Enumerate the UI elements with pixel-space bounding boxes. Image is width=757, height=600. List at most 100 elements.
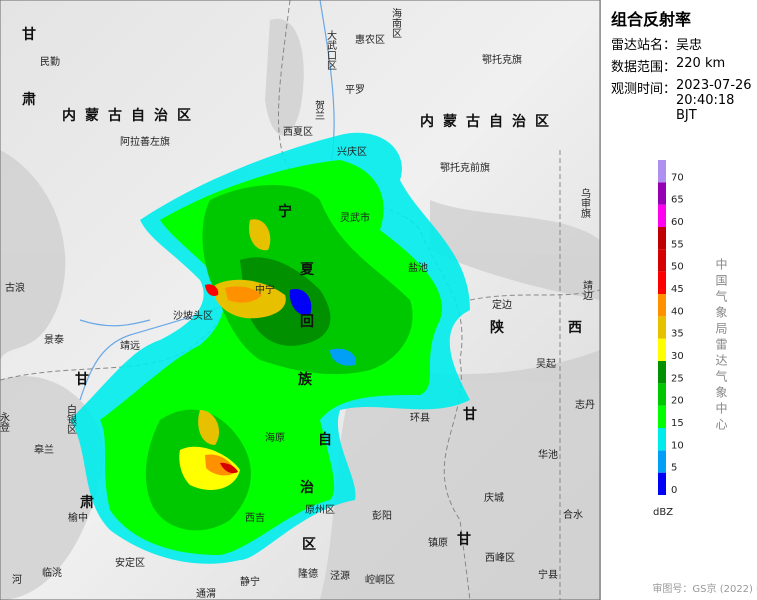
place-label: 靖边 [581, 279, 593, 301]
region-label: 甘 [22, 26, 36, 43]
place-label: 沙坡头区 [173, 309, 213, 322]
region-label: 内蒙古自治区 [62, 107, 200, 124]
place-label: 安定区 [115, 556, 145, 569]
info-value: 吴忠 [676, 38, 703, 53]
info-label: 数据范围： [611, 60, 677, 75]
credit: 中国气象局雷达气象中心 [714, 257, 728, 434]
place-label: 乌审旗 [579, 187, 591, 219]
place-label: 河 [12, 574, 22, 586]
place-label: 定边 [492, 298, 512, 311]
region-label: 回 [300, 314, 314, 330]
place-label: 海南区 [390, 7, 402, 38]
legend-swatch [658, 249, 666, 272]
legend-swatch [658, 450, 666, 473]
legend-tick-label: 35 [671, 329, 684, 340]
place-label: 西夏区 [283, 126, 313, 138]
place-label: 镇原 [428, 536, 448, 549]
region-label: 西 [568, 320, 582, 336]
legend-swatch [658, 227, 666, 250]
place-label: 西峰区 [485, 552, 515, 564]
place-label: 惠农区 [355, 33, 385, 46]
legend-tick-label: 50 [671, 262, 684, 273]
place-label: 大武口区 [325, 29, 337, 70]
legend-tick-label: 5 [671, 463, 677, 474]
legend-swatch [658, 294, 666, 317]
region-label: 夏 [300, 261, 315, 278]
legend: dBZ 审图号：GS京 (2022) 0372号 0 5 10 15 20 25 30 35 4… [652, 160, 757, 595]
place-label: 永登 [0, 411, 10, 432]
info-row: 观测时间： 2023-07-26 20:40:18 BJT [611, 78, 756, 123]
legend-tick-label: 25 [671, 373, 684, 384]
region-label: 肃 [22, 91, 36, 108]
legend-swatch [658, 405, 666, 428]
legend-swatch [658, 338, 666, 361]
legend-swatch [658, 383, 666, 406]
legend-tick-label: 55 [671, 239, 684, 250]
place-label: 盐池 [408, 261, 428, 274]
info-label: 雷达站名： [611, 38, 677, 53]
legend-swatch [658, 182, 666, 205]
legend-tick-label: 10 [671, 440, 684, 451]
legend-tick-label: 45 [671, 284, 684, 295]
place-label: 鄂托克旗 [482, 53, 522, 66]
place-label: 兴庆区 [337, 145, 367, 158]
region-label: 甘 [457, 531, 471, 548]
region-label: 甘 [75, 371, 89, 388]
place-label: 民勤 [40, 55, 60, 68]
place-label: 平罗 [345, 84, 365, 96]
legend-swatch [658, 361, 666, 384]
region-label: 治 [300, 479, 314, 496]
place-label: 隆德 [298, 567, 318, 580]
place-label: 吴起 [536, 358, 556, 370]
place-label: 灵武市 [340, 211, 370, 224]
place-label: 志丹 [575, 398, 595, 411]
review-number: 审图号：GS京 (2022) 0372号 [652, 582, 757, 595]
place-label: 原州区 [305, 504, 335, 516]
place-label: 白银区 [65, 403, 77, 434]
place-label: 景泰 [44, 333, 64, 346]
place-label: 静宁 [240, 575, 260, 588]
legend-tick-label: 70 [671, 172, 684, 183]
place-label: 泾源 [330, 569, 350, 582]
place-label: 榆中 [68, 511, 88, 524]
region-label: 内蒙古自治区 [420, 113, 558, 130]
legend-swatch [658, 316, 666, 339]
place-label: 合水 [563, 508, 583, 521]
region-label: 肃 [80, 494, 94, 511]
legend-tick-label: 40 [671, 306, 684, 317]
legend-tick-label: 20 [671, 396, 684, 407]
info-value: 220 km [676, 56, 726, 71]
region-label: 区 [302, 537, 316, 553]
place-label: 宁县 [538, 568, 558, 581]
region-label: 陕 [490, 319, 504, 336]
place-label: 崆峒区 [365, 573, 395, 586]
place-label: 贺兰 [313, 100, 325, 120]
info-panel: 组合反射率 dBZ 审图号：GS京 (2022) 0372号 051015202… [600, 0, 757, 600]
place-label: 皋兰 [34, 443, 54, 456]
place-label: 华池 [538, 448, 558, 461]
place-label: 阿拉善左旗 [120, 135, 170, 148]
legend-swatch [658, 204, 666, 227]
place-label: 庆城 [484, 491, 504, 504]
info-row: 数据范围： 220 km [611, 56, 756, 75]
info-row: 雷达站名： 吴忠 [611, 34, 756, 53]
legend-swatch [658, 472, 666, 495]
radar-echo [70, 132, 470, 564]
legend-tick-label: 15 [671, 418, 684, 429]
place-label: 海原 [265, 431, 285, 444]
legend-swatch [658, 160, 666, 183]
legend-tick-label: 60 [671, 217, 684, 228]
place-label: 临洮 [42, 566, 62, 579]
region-label: 宁 [278, 203, 292, 220]
place-label: 鄂托克前旗 [440, 161, 490, 174]
region-label: 族 [298, 371, 313, 388]
legend-tick-label: 65 [671, 195, 684, 206]
place-label: 环县 [410, 412, 430, 424]
place-label: 彭阳 [372, 509, 392, 522]
region-label: 甘 [463, 406, 477, 423]
legend-swatch [658, 428, 666, 451]
info-label: 观测时间： [611, 82, 677, 97]
panel-title: 组合反射率 [611, 10, 692, 29]
